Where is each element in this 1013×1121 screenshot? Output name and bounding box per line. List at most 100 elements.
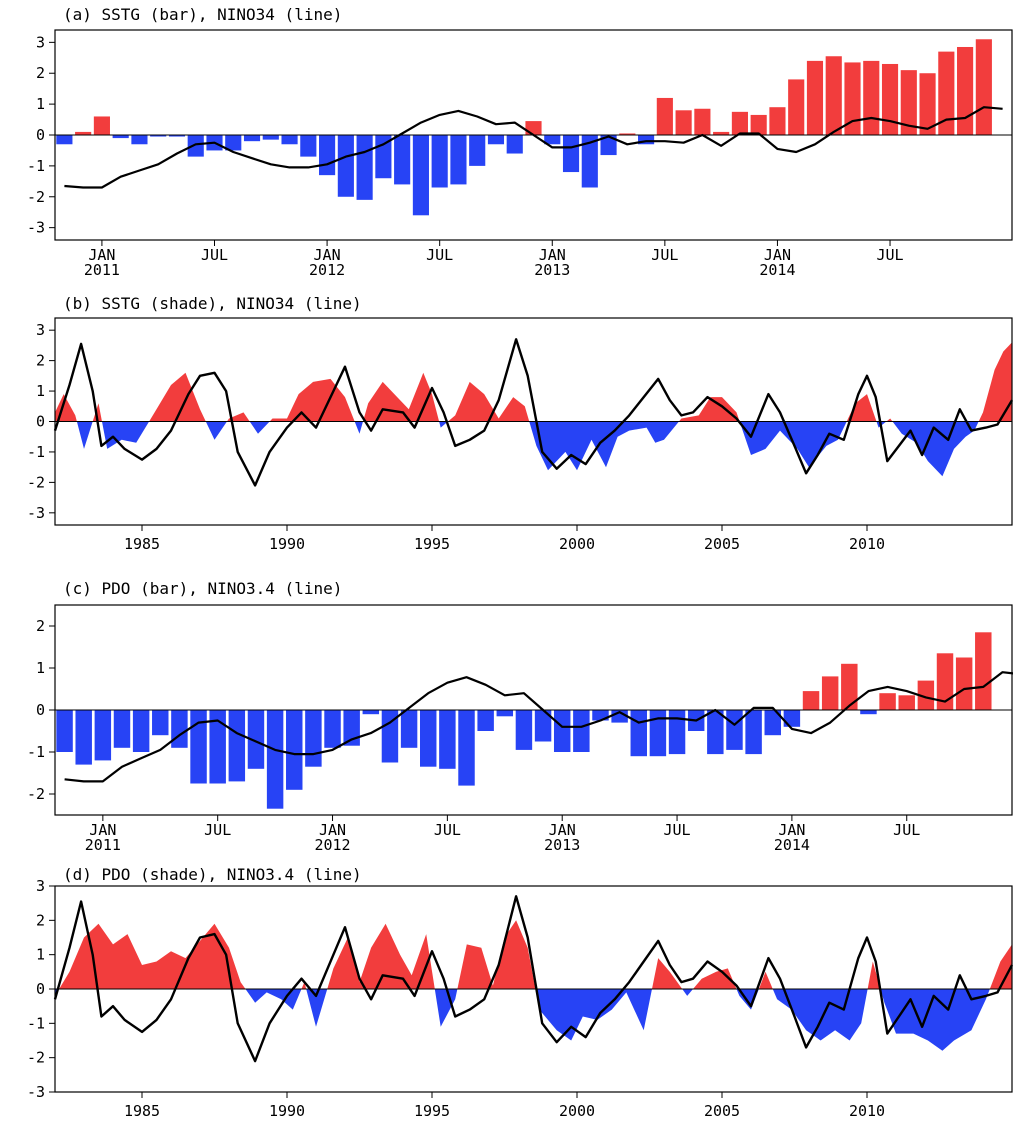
- bar-a-38: [769, 107, 786, 135]
- bar-a-32: [656, 97, 673, 135]
- bar-a-10: [243, 135, 261, 142]
- y-tick-label-b-2: 1: [36, 382, 45, 400]
- y-tick-label-a-0: 3: [36, 33, 45, 51]
- bar-a-27: [562, 135, 580, 173]
- bar-c-24: [515, 710, 533, 750]
- plot-frame-a: [54, 29, 1013, 241]
- x-tick-year-c-0: 2011: [85, 836, 121, 854]
- x-tick-label-b-3: 2000: [559, 535, 595, 553]
- bar-a-1: [75, 131, 92, 135]
- bar-a-46: [919, 73, 936, 135]
- bar-a-13: [300, 135, 317, 157]
- y-tick-label-b-1: 2: [36, 352, 45, 370]
- bar-c-47: [955, 657, 973, 710]
- y-tick-label-b-6: -3: [27, 504, 45, 522]
- bar-c-21: [458, 710, 475, 786]
- bar-c-9: [228, 710, 246, 782]
- nino-line-a: [64, 106, 1003, 189]
- shade-negative-d: [55, 989, 1012, 1051]
- shade-negative-b: [55, 421, 1012, 477]
- bar-c-19: [419, 710, 437, 767]
- x-tick-year-c-2: 2012: [314, 836, 350, 854]
- bar-c-38: [783, 710, 801, 727]
- bar-c-14: [324, 710, 341, 748]
- bar-c-37: [764, 710, 781, 736]
- bar-a-15: [337, 135, 354, 197]
- bar-c-35: [726, 710, 743, 750]
- x-tick-label-a-7: JUL: [876, 246, 903, 264]
- bar-a-28: [581, 135, 598, 188]
- y-tick-label-a-6: -3: [27, 219, 45, 237]
- x-tick-year-c-6: 2014: [774, 836, 810, 854]
- bar-c-20: [439, 710, 456, 769]
- panel-c-title: (c) PDO (bar), NINO3.4 (line): [63, 579, 342, 598]
- y-tick-label-b-0: 3: [36, 321, 45, 339]
- x-tick-label-c-3: JUL: [434, 821, 461, 839]
- bar-a-0: [56, 135, 73, 145]
- bar-a-3: [112, 135, 129, 139]
- bar-c-12: [286, 710, 303, 790]
- x-tick-year-a-6: 2014: [759, 261, 795, 279]
- y-tick-label-a-2: 1: [36, 95, 45, 113]
- x-tick-label-c-4: JAN: [549, 821, 576, 839]
- bar-a-19: [412, 135, 429, 216]
- y-tick-label-d-2: 1: [36, 946, 45, 964]
- bar-c-6: [171, 710, 188, 748]
- y-tick-label-b-3: 0: [36, 413, 45, 431]
- bar-a-24: [506, 135, 523, 154]
- bar-a-5: [150, 135, 167, 137]
- y-tick-label-a-3: 0: [36, 126, 45, 144]
- x-tick-label-c-0: JAN: [89, 821, 116, 839]
- x-tick-label-a-4: JAN: [539, 246, 566, 264]
- y-tick-label-c-2: 0: [36, 701, 45, 719]
- bar-a-21: [450, 135, 467, 185]
- x-tick-year-a-0: 2011: [84, 261, 120, 279]
- x-tick-year-a-2: 2012: [309, 261, 345, 279]
- bar-a-36: [731, 111, 748, 135]
- x-tick-label-a-1: JUL: [201, 246, 228, 264]
- bar-a-4: [131, 135, 148, 145]
- bar-c-31: [649, 710, 667, 757]
- bar-a-22: [469, 135, 486, 166]
- x-tick-label-a-0: JAN: [88, 246, 115, 264]
- bar-a-12: [281, 135, 298, 145]
- bar-a-6: [168, 135, 186, 137]
- bar-c-7: [190, 710, 207, 784]
- bar-c-3: [113, 710, 131, 748]
- y-tick-label-a-1: 2: [36, 64, 45, 82]
- bar-a-2: [93, 116, 110, 135]
- bar-a-9: [225, 135, 242, 151]
- bar-a-25: [525, 121, 542, 135]
- bar-a-29: [600, 135, 617, 156]
- bar-c-8: [209, 710, 226, 784]
- x-tick-label-c-1: JUL: [204, 821, 231, 839]
- bar-a-33: [675, 110, 692, 135]
- bar-c-30: [630, 710, 648, 757]
- x-tick-label-b-4: 2005: [704, 535, 740, 553]
- x-tick-label-c-6: JAN: [778, 821, 805, 839]
- x-tick-label-d-2: 1995: [414, 1102, 450, 1120]
- bar-c-13: [305, 710, 322, 767]
- y-tick-label-c-0: 2: [36, 617, 45, 635]
- x-tick-label-c-5: JUL: [664, 821, 691, 839]
- bar-c-2: [94, 710, 112, 761]
- plot-frame-b: [54, 317, 1013, 526]
- panel-a-title: (a) SSTG (bar), NINO34 (line): [63, 5, 342, 24]
- bar-c-32: [668, 710, 686, 755]
- x-tick-label-c-7: JUL: [893, 821, 920, 839]
- bar-a-37: [750, 114, 767, 135]
- bar-c-27: [573, 710, 590, 752]
- bar-a-48: [957, 46, 974, 136]
- bar-a-41: [825, 56, 842, 135]
- y-tick-label-d-6: -3: [27, 1083, 45, 1101]
- bar-c-18: [400, 710, 418, 748]
- bar-c-26: [553, 710, 571, 752]
- y-tick-label-d-5: -2: [27, 1049, 45, 1067]
- x-tick-label-d-3: 2000: [559, 1102, 595, 1120]
- bar-c-5: [152, 710, 169, 736]
- bar-c-25: [534, 710, 552, 742]
- plot-frame-d: [54, 885, 1013, 1093]
- bar-a-23: [487, 135, 505, 145]
- bar-a-20: [431, 135, 448, 188]
- nino-line-b: [53, 338, 1013, 487]
